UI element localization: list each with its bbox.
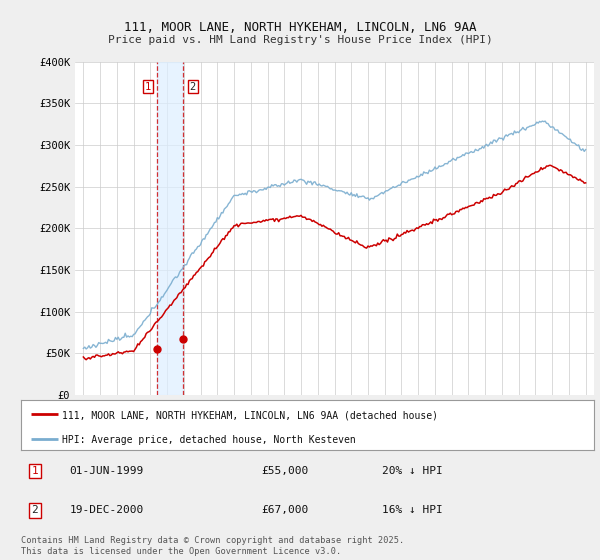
Text: 01-JUN-1999: 01-JUN-1999 [70,466,144,476]
Text: Price paid vs. HM Land Registry's House Price Index (HPI): Price paid vs. HM Land Registry's House … [107,35,493,45]
Text: 16% ↓ HPI: 16% ↓ HPI [382,505,443,515]
Text: 20% ↓ HPI: 20% ↓ HPI [382,466,443,476]
Text: £55,000: £55,000 [262,466,309,476]
Text: 19-DEC-2000: 19-DEC-2000 [70,505,144,515]
Text: Contains HM Land Registry data © Crown copyright and database right 2025.
This d: Contains HM Land Registry data © Crown c… [21,536,404,556]
Text: 1: 1 [145,82,151,92]
Text: £67,000: £67,000 [262,505,309,515]
Bar [157,62,184,395]
Text: 111, MOOR LANE, NORTH HYKEHAM, LINCOLN, LN6 9AA: 111, MOOR LANE, NORTH HYKEHAM, LINCOLN, … [124,21,476,34]
Text: HPI: Average price, detached house, North Kesteven: HPI: Average price, detached house, Nort… [62,435,356,445]
Text: 2: 2 [31,505,38,515]
Text: 2: 2 [190,82,196,92]
Text: 111, MOOR LANE, NORTH HYKEHAM, LINCOLN, LN6 9AA (detached house): 111, MOOR LANE, NORTH HYKEHAM, LINCOLN, … [62,410,438,420]
Text: 1: 1 [31,466,38,476]
